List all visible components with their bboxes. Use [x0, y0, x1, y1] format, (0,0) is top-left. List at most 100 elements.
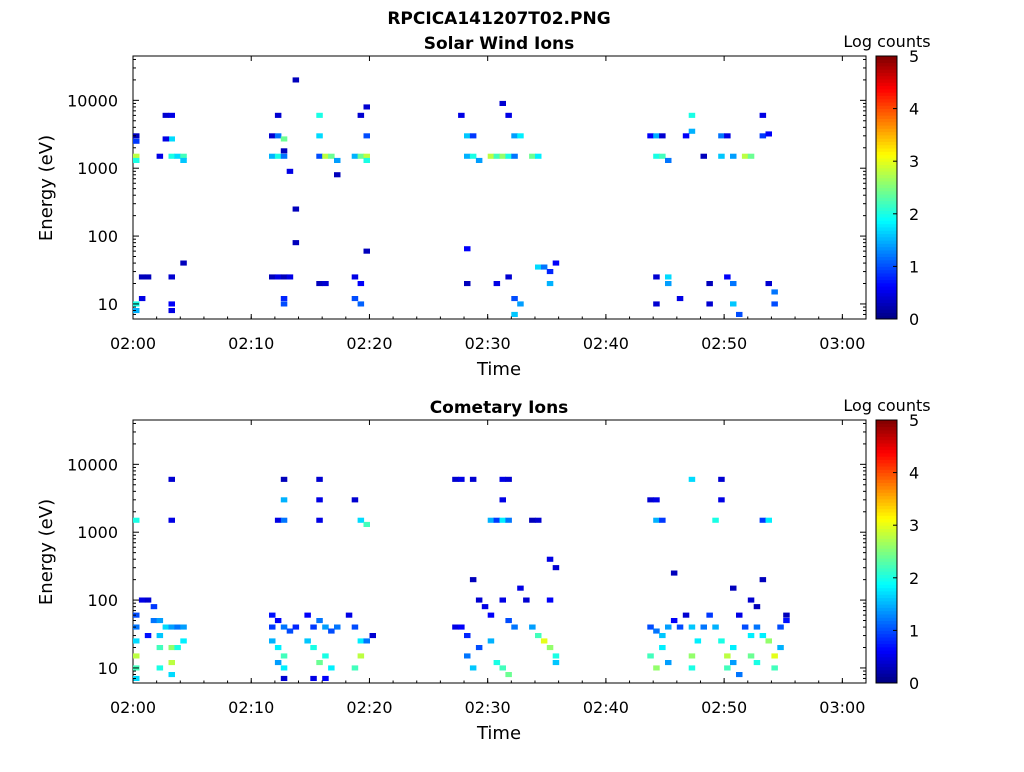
- heatmap-cell: [280, 153, 288, 159]
- heatmap-cell: [274, 645, 282, 651]
- y-tick-label: 1000: [77, 159, 118, 178]
- colorbar-segment: [876, 102, 897, 106]
- heatmap-cell: [493, 281, 501, 287]
- heatmap-cell: [162, 112, 170, 118]
- colorbar-segment: [876, 656, 897, 661]
- heatmap-cell: [670, 618, 678, 624]
- heatmap-cell: [180, 153, 187, 159]
- heatmap-cell: [505, 618, 512, 624]
- heatmap-cell: [659, 633, 666, 639]
- colorbar-segment: [876, 148, 897, 152]
- heatmap-cell: [487, 517, 495, 523]
- colorbar-segment: [876, 531, 897, 536]
- heatmap-cell: [682, 133, 690, 139]
- heatmap-cell: [280, 675, 288, 681]
- x-axis-label: Time: [476, 723, 521, 744]
- heatmap-cell: [133, 138, 140, 144]
- colorbar-segment: [876, 653, 897, 658]
- heatmap-cell: [168, 660, 175, 666]
- colorbar-segment: [876, 472, 897, 477]
- heatmap-cell: [688, 624, 696, 630]
- heatmap-cell: [765, 131, 772, 137]
- colorbar-segment: [876, 305, 897, 310]
- heatmap-cell: [730, 585, 737, 591]
- colorbar-segment: [876, 213, 897, 218]
- heatmap-cell: [718, 476, 725, 482]
- heatmap-cell: [180, 157, 187, 163]
- heatmap-cell: [351, 665, 359, 671]
- heatmap-cell: [765, 517, 772, 523]
- colorbar-segment: [876, 512, 897, 516]
- heatmap-cell: [493, 517, 501, 523]
- colorbar-segment: [876, 236, 897, 241]
- colorbar-segment: [876, 663, 897, 668]
- heatmap-cell: [168, 301, 175, 307]
- colorbar-segment: [876, 85, 897, 90]
- heatmap-cell: [280, 301, 288, 307]
- colorbar-segment: [876, 272, 897, 277]
- heatmap-cell: [688, 476, 696, 482]
- colorbar-segment: [876, 600, 897, 605]
- x-tick-label: 02:10: [228, 334, 274, 353]
- colorbar-segment: [876, 223, 897, 228]
- colorbar-tick-label: 4: [909, 464, 919, 483]
- x-tick-label: 02:00: [110, 698, 156, 717]
- heatmap-cell: [168, 308, 175, 314]
- heatmap-cell: [144, 597, 152, 603]
- heatmap-cell: [310, 675, 317, 681]
- colorbar-segment: [876, 567, 897, 572]
- heatmap-cell: [464, 246, 471, 252]
- heatmap-cell: [174, 645, 181, 651]
- heatmap-cell: [546, 281, 554, 287]
- heatmap-cell: [653, 274, 660, 280]
- colorbar-segment: [876, 200, 897, 205]
- heatmap-cell: [730, 301, 737, 307]
- heatmap-cell: [688, 128, 696, 134]
- colorbar-segment: [876, 439, 897, 444]
- x-tick-label: 02:10: [228, 698, 274, 717]
- heatmap-cell: [771, 301, 778, 307]
- heatmap-cell: [334, 157, 341, 163]
- colorbar-segment: [876, 574, 897, 579]
- heatmap-cell: [730, 660, 737, 666]
- heatmap-cell: [304, 638, 311, 644]
- heatmap-cell: [292, 77, 300, 83]
- heatmap-cell: [133, 675, 140, 681]
- colorbar-segment: [876, 636, 897, 641]
- colorbar-segment: [876, 564, 897, 569]
- heatmap-cell: [345, 612, 353, 618]
- heatmap-cell: [676, 296, 684, 302]
- colorbar-segment: [876, 69, 897, 73]
- colorbar-tick-label: 2: [909, 205, 919, 224]
- heatmap-cell: [280, 624, 288, 630]
- colorbar-segment: [876, 521, 897, 526]
- heatmap-cell: [316, 133, 323, 139]
- heatmap-cell: [322, 624, 329, 630]
- colorbar-segment: [876, 75, 897, 80]
- y-axis-label: Energy (eV): [36, 499, 57, 605]
- heatmap-cell: [469, 133, 477, 139]
- colorbar-segment: [876, 315, 897, 320]
- colorbar-label: Log counts: [843, 32, 930, 51]
- heatmap-cell: [753, 604, 761, 610]
- colorbar-segment: [876, 584, 897, 589]
- heatmap-cell: [730, 153, 737, 159]
- heatmap-cell: [316, 497, 323, 503]
- colorbar-segment: [876, 131, 897, 136]
- heatmap-cell: [653, 301, 660, 307]
- heatmap-cell: [156, 645, 164, 651]
- heatmap-cell: [499, 476, 506, 482]
- heatmap-cell: [138, 296, 146, 302]
- colorbar-segment: [876, 607, 897, 612]
- x-axis-ticks: 02:00 02:10 02:20 02:30 02:40 02:50 03:00: [110, 56, 867, 353]
- heatmap-cell: [168, 672, 175, 678]
- heatmap-cell: [771, 665, 778, 671]
- heatmap-cell: [777, 645, 784, 651]
- x-tick-label: 02:50: [701, 698, 747, 717]
- heatmap-cell: [274, 133, 282, 139]
- heatmap-cell: [706, 301, 713, 307]
- colorbar-segment: [876, 309, 897, 313]
- heatmap-cells: [133, 476, 790, 681]
- heatmap-cell: [363, 521, 370, 527]
- heatmap-cell: [517, 133, 524, 139]
